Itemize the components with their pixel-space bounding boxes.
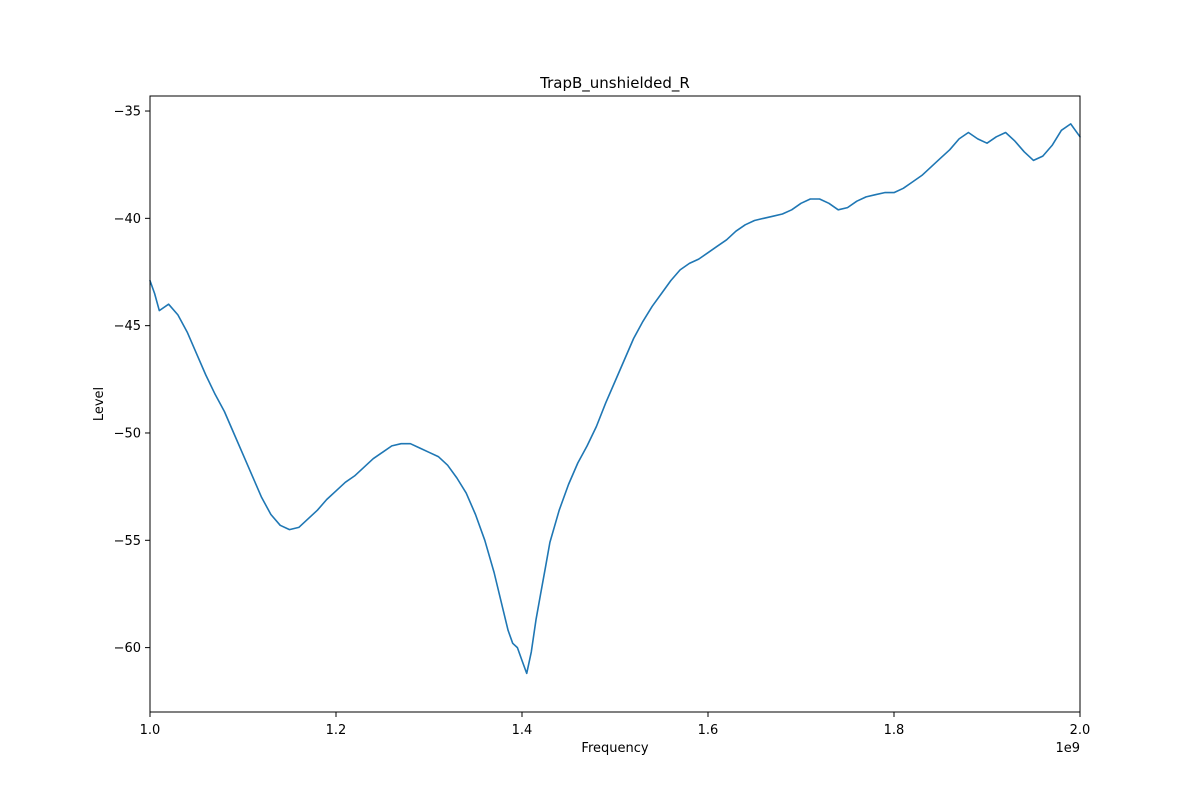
chart-title: TrapB_unshielded_R <box>539 74 690 93</box>
y-axis: −35 −40 −45 −50 −55 −60 <box>114 105 150 656</box>
y-tick-label: −60 <box>114 641 141 656</box>
x-tick-label: 1.0 <box>140 723 161 738</box>
y-tick-label: −50 <box>114 426 141 441</box>
y-axis-label: Level <box>92 387 107 421</box>
axes-frame <box>149 95 1081 713</box>
x-axis-label: Frequency <box>581 741 648 756</box>
series-line <box>149 123 1081 675</box>
x-tick-label: 1.4 <box>512 723 533 738</box>
x-axis: 1.0 1.2 1.4 1.6 1.8 2.0 <box>140 712 1091 738</box>
y-tick-label: −55 <box>114 534 141 549</box>
x-tick-label: 1.6 <box>698 723 719 738</box>
x-axis-offset-label: 1e9 <box>1055 741 1080 756</box>
y-tick-label: −40 <box>114 212 141 227</box>
x-tick-label: 2.0 <box>1070 723 1091 738</box>
x-tick-label: 1.2 <box>326 723 347 738</box>
y-tick-label: −35 <box>114 105 141 120</box>
plot-area <box>149 123 1081 675</box>
x-tick-label: 1.8 <box>884 723 905 738</box>
y-tick-label: −45 <box>114 319 141 334</box>
